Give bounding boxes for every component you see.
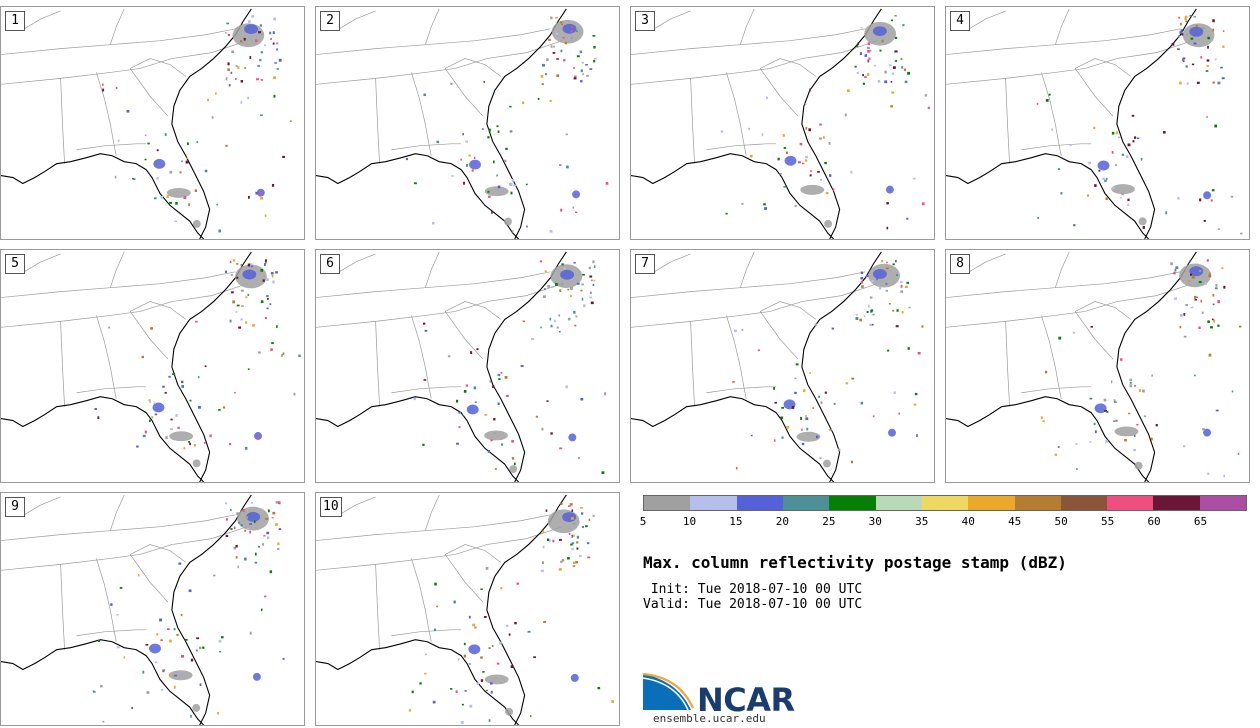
member-number-label: 1: [5, 11, 25, 31]
member-number-label: 8: [950, 254, 970, 274]
colorbar-segment: [782, 496, 830, 510]
colorbar-tick-label: 30: [868, 515, 882, 528]
colorbar-segment: [1060, 496, 1108, 510]
member-number-label: 3: [635, 11, 655, 31]
colorbar-segment: [1153, 496, 1200, 510]
ensemble-member-panel: 6: [315, 249, 620, 483]
reflectivity-colorbar: [643, 495, 1247, 511]
reflectivity-map: [316, 251, 606, 482]
ensemble-member-panel: 8: [945, 249, 1250, 483]
colorbar-segment: [690, 496, 737, 510]
reflectivity-map: [946, 8, 1243, 239]
colorbar-tick-label: 25: [822, 515, 836, 528]
colorbar-segment: [1014, 496, 1061, 510]
member-number-label: 9: [5, 497, 25, 517]
member-number-label: 2: [320, 11, 340, 31]
colorbar-segment: [644, 496, 691, 510]
init-time: Init: Tue 2018-07-10 00 UTC: [643, 582, 863, 597]
ncar-wordmark: NCAR: [697, 681, 795, 719]
figure-title: Max. column reflectivity postage stamp (…: [643, 553, 1067, 572]
ensemble-member-panel: 9: [0, 492, 305, 726]
colorbar-tick-label: 40: [961, 515, 975, 528]
colorbar-segment: [1199, 496, 1247, 510]
member-number-label: 7: [635, 254, 655, 274]
ensemble-member-panel: 7: [630, 249, 935, 483]
colorbar-tick-label: 15: [729, 515, 743, 528]
reflectivity-map: [1, 8, 292, 239]
reflectivity-map: [1, 494, 285, 725]
colorbar-tick-label: 50: [1054, 515, 1068, 528]
colorbar-segment: [1107, 496, 1154, 510]
ensemble-member-panel: 2: [315, 6, 620, 240]
reflectivity-map: [946, 251, 1242, 482]
colorbar-segment: [968, 496, 1015, 510]
ensemble-member-panel: 5: [0, 249, 305, 483]
colorbar-tick-label: 60: [1147, 515, 1161, 528]
ensemble-member-panel: 4: [945, 6, 1250, 240]
colorbar-tick-label: 5: [639, 515, 647, 528]
reflectivity-map: [1, 251, 301, 482]
colorbar-tick-labels: 5 10 15 20 25 30 35 40 45 50 55 60 65: [639, 515, 1247, 529]
ensemble-member-panel: 3: [630, 6, 935, 240]
reflectivity-map: [316, 494, 614, 725]
colorbar-tick-label: 35: [915, 515, 929, 528]
colorbar-segment: [921, 496, 969, 510]
reflectivity-map: [631, 251, 924, 482]
member-number-label: 5: [5, 254, 25, 274]
member-number-label: 6: [320, 254, 340, 274]
ensemble-member-panel: 1: [0, 6, 305, 240]
colorbar-segment: [736, 496, 783, 510]
colorbar-tick-label: 10: [682, 515, 697, 528]
reflectivity-map: [631, 8, 930, 239]
colorbar-tick-label: 20: [775, 515, 789, 528]
colorbar-tick-label: 45: [1008, 515, 1022, 528]
website-link[interactable]: ensemble.ucar.edu: [653, 712, 766, 725]
colorbar-tick-label: 65: [1193, 515, 1208, 528]
colorbar-segment: [829, 496, 876, 510]
colorbar-tick-label: 55: [1100, 515, 1115, 528]
valid-time: Valid: Tue 2018-07-10 00 UTC: [643, 597, 863, 612]
reflectivity-map: [316, 8, 609, 239]
ensemble-member-panel: 10: [315, 492, 620, 726]
ncar-logo-icon: [643, 672, 695, 711]
member-number-label: 4: [950, 11, 970, 31]
colorbar-segment: [875, 496, 922, 510]
member-number-label: 10: [320, 497, 342, 517]
